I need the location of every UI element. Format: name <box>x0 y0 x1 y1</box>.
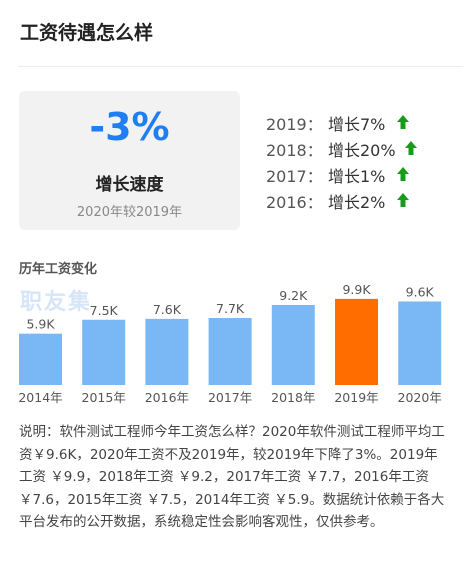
watermark-logo: 职友集 <box>20 290 93 315</box>
yearly-growth-row: 2018： 增长20% <box>266 134 456 160</box>
bar-2020年 <box>398 301 442 385</box>
growth-value: 增长1% <box>328 167 386 186</box>
data-label: 9.9K <box>342 282 371 297</box>
growth-summary-card: -3% 增长速度 2020年较2019年 <box>19 91 240 230</box>
yearly-growth-list: 2019： 增长7% 2018： 增长20% 2017： 增长1% 2016： … <box>266 108 456 212</box>
growth-value: 增长20% <box>328 141 396 160</box>
growth-year: 2019： <box>266 115 323 134</box>
x-tick-label: 2020年 <box>398 390 442 405</box>
x-tick-label: 2015年 <box>82 390 126 405</box>
yearly-growth-row: 2016： 增长2% <box>266 186 456 212</box>
salary-bar-chart: 5.9K 2014年 7.5K 2015年 7.6K 2016年 7.7K 2017年 9.2K… <box>18 282 442 405</box>
growth-rate-value: -3% <box>89 105 170 149</box>
growth-year: 2018： <box>266 141 323 160</box>
growth-comparison-note: 2020年较2019年 <box>76 205 183 220</box>
data-label: 7.7K <box>216 301 245 316</box>
x-tick-label: 2019年 <box>334 390 378 405</box>
growth-year: 2017： <box>266 167 323 186</box>
up-arrow-icon <box>405 141 417 155</box>
yearly-growth-row: 2017： 增长1% <box>266 160 456 186</box>
data-label: 9.6K <box>406 284 435 299</box>
bar-2016年 <box>145 318 189 385</box>
bar-2017年 <box>208 318 252 385</box>
bar-2014年 <box>19 333 62 385</box>
data-label: 7.6K <box>153 302 182 317</box>
chart-title: 历年工资变化 <box>19 262 98 277</box>
bar-2019年 <box>335 298 378 385</box>
up-arrow-icon <box>397 193 409 207</box>
growth-value: 增长7% <box>328 115 386 134</box>
growth-rate-label: 增长速度 <box>95 175 164 195</box>
data-label: 7.5K <box>90 303 119 318</box>
up-arrow-icon <box>397 115 409 129</box>
data-label: 9.2K <box>279 288 308 303</box>
data-label: 5.9K <box>26 317 55 332</box>
description-text: 说明：软件测试工程师今年工资怎么样？2020年软件测试工程师平均工资￥9.6K，… <box>19 424 445 530</box>
page-title: 工资待遇怎么样 <box>20 22 154 44</box>
x-tick-label: 2018年 <box>271 390 315 405</box>
up-arrow-icon <box>397 167 409 181</box>
bar-2018年 <box>271 304 315 385</box>
growth-year: 2016： <box>266 193 323 212</box>
divider <box>18 66 463 67</box>
bar-2015年 <box>82 319 126 385</box>
yearly-growth-row: 2019： 增长7% <box>266 108 456 134</box>
x-tick-label: 2016年 <box>145 390 189 405</box>
x-tick-label: 2017年 <box>208 390 252 405</box>
x-tick-label: 2014年 <box>18 390 62 405</box>
growth-value: 增长2% <box>328 193 386 212</box>
